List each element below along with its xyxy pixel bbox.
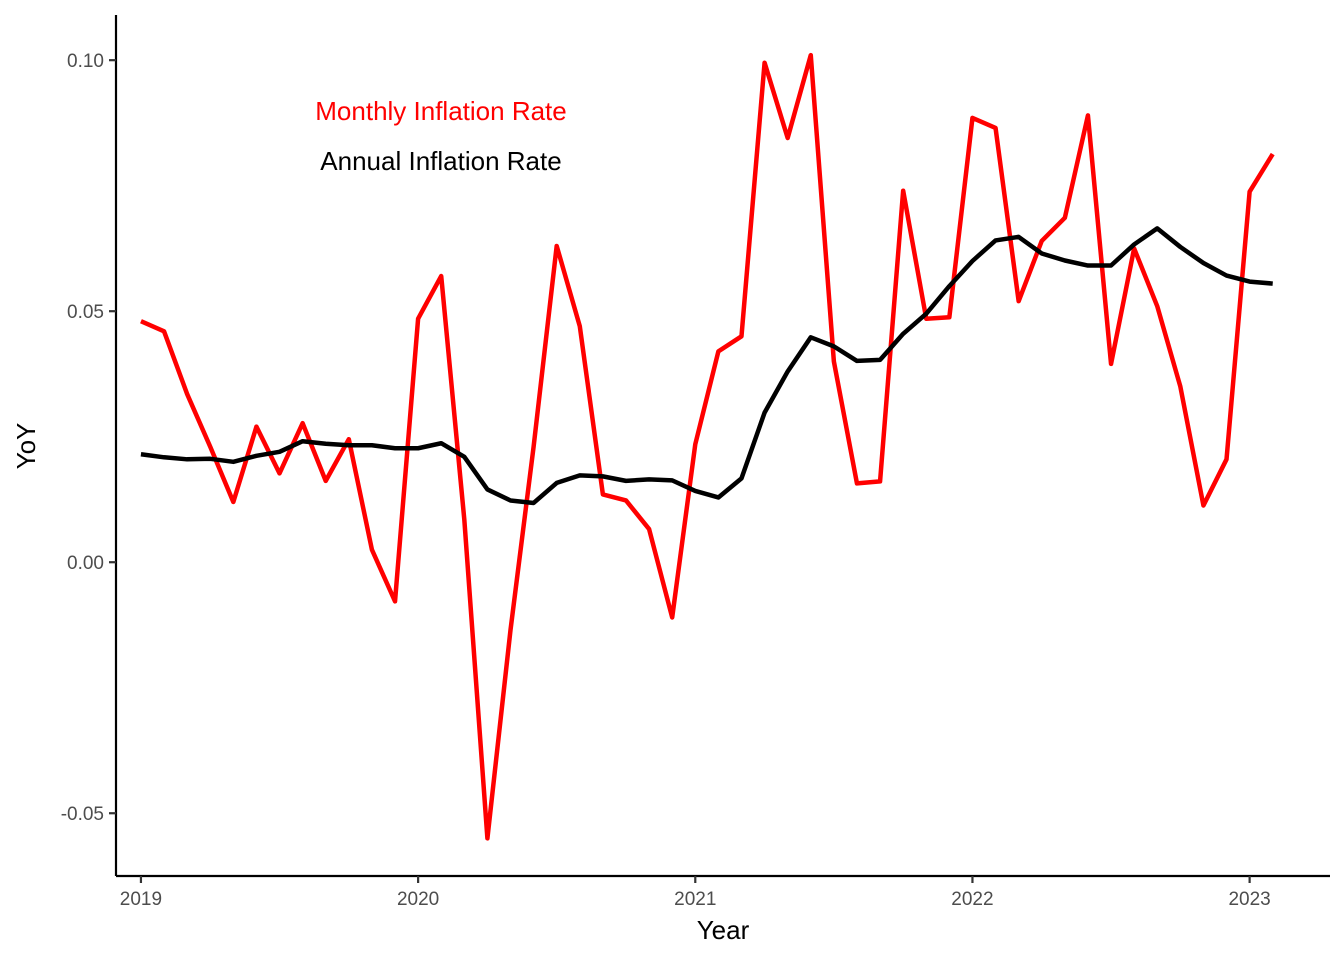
- y-tick-label: -0.05: [61, 804, 104, 825]
- x-axis-title: Year: [697, 915, 750, 945]
- x-tick-label: 2022: [951, 889, 993, 910]
- y-tick-label: 0.00: [67, 553, 104, 574]
- x-tick-label: 2021: [674, 889, 716, 910]
- x-tick-label: 2020: [397, 889, 439, 910]
- annotation-monthly-inflation: Monthly Inflation Rate: [315, 96, 566, 126]
- y-tick-label: 0.05: [67, 302, 104, 323]
- y-axis-title: YoY: [11, 423, 41, 470]
- x-ticks: 2019 2020 2021 2022 2023: [120, 876, 1271, 910]
- annotation-annual-inflation: Annual Inflation Rate: [320, 146, 561, 176]
- y-ticks: -0.05 0.00 0.05 0.10: [61, 51, 116, 825]
- series-line-monthly-inflation: [140, 52, 1275, 841]
- series-lines: [140, 52, 1275, 841]
- series-line-annual-inflation: [140, 226, 1273, 506]
- x-tick-label: 2019: [120, 889, 162, 910]
- y-tick-label: 0.10: [67, 51, 104, 72]
- x-tick-label: 2023: [1228, 889, 1270, 910]
- axes: [114, 15, 1330, 878]
